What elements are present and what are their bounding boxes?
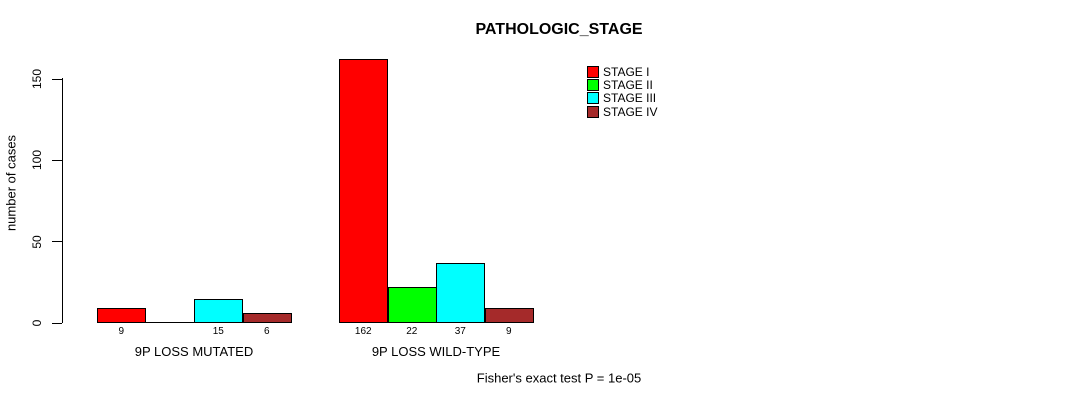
- legend-item-stage-iii: STAGE III: [587, 91, 657, 106]
- bar-stage-iv-9p-loss-mutated: [243, 313, 292, 323]
- bar-value-label: 6: [263, 326, 270, 337]
- x-category-label-9p-loss-wild-type: 9P LOSS WILD-TYPE: [371, 344, 501, 359]
- y-axis-tick: [52, 241, 62, 243]
- legend-swatch-icon: [587, 105, 599, 118]
- legend-item-stage-ii: STAGE II: [587, 78, 657, 93]
- y-axis-tick: [52, 322, 62, 324]
- y-axis-line: [62, 78, 63, 323]
- bar-stage-ii-9p-loss-mutated: [146, 322, 195, 323]
- legend-label: STAGE I: [603, 64, 650, 79]
- bar-stage-iii-9p-loss-wild-type: [436, 263, 485, 323]
- bar-value-label: 9: [505, 326, 512, 337]
- legend: STAGE I STAGE II STAGE III STAGE IV: [587, 65, 657, 119]
- legend-label: STAGE IV: [603, 104, 658, 119]
- y-axis-tick: [52, 159, 62, 161]
- bar-value-label: 9: [118, 326, 125, 337]
- legend-swatch-icon: [587, 79, 599, 92]
- bar-value-label: 37: [454, 326, 466, 337]
- legend-swatch-icon: [587, 92, 599, 105]
- y-axis-tick-label: 50: [30, 234, 44, 249]
- y-axis-tick-label: 0: [30, 319, 44, 327]
- bar-stage-iii-9p-loss-mutated: [194, 299, 243, 323]
- y-axis-tick-label: 150: [30, 68, 44, 90]
- bar-stage-iv-9p-loss-wild-type: [485, 308, 534, 323]
- y-axis-label: number of cases: [3, 134, 19, 232]
- legend-item-stage-i: STAGE I: [587, 64, 657, 79]
- legend-label: STAGE III: [603, 91, 657, 106]
- y-axis-tick-label: 100: [30, 150, 44, 171]
- y-axis-tick: [52, 78, 62, 80]
- legend-swatch-icon: [587, 65, 599, 78]
- legend-item-stage-iv: STAGE IV: [587, 104, 658, 119]
- bar-value-label: 15: [212, 326, 224, 337]
- bar-stage-i-9p-loss-wild-type: [339, 59, 388, 323]
- bar-value-label: 22: [406, 326, 418, 337]
- bar-value-label: 162: [354, 326, 372, 337]
- annotation-fisher-test: Fisher's exact test P = 1e-05: [476, 370, 642, 386]
- x-category-label-9p-loss-mutated: 9P LOSS MUTATED: [134, 344, 254, 359]
- bar-stage-i-9p-loss-mutated: [97, 308, 146, 323]
- legend-label: STAGE II: [603, 78, 653, 93]
- chart-title: PATHOLOGIC_STAGE: [475, 21, 643, 38]
- bar-stage-ii-9p-loss-wild-type: [388, 287, 437, 323]
